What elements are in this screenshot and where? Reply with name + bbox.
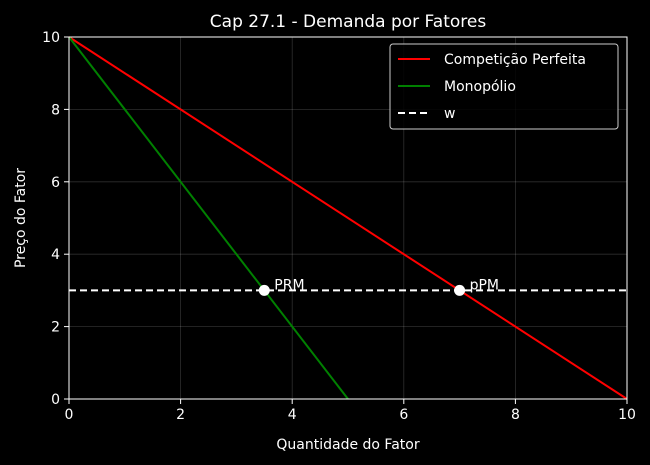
y-tick-label: 4 xyxy=(51,247,60,263)
chart-title: Cap 27.1 - Demanda por Fatores xyxy=(210,12,487,32)
series-line-2 xyxy=(68,36,349,400)
x-tick-label: 2 xyxy=(176,407,185,423)
point-marker xyxy=(258,284,270,296)
point-marker xyxy=(454,284,466,296)
legend-label: w xyxy=(444,106,455,122)
y-tick-label: 0 xyxy=(51,392,60,408)
x-tick-label: 4 xyxy=(288,407,297,423)
y-axis-label: Preço do Fator xyxy=(13,168,29,268)
series-line-1 xyxy=(68,36,628,400)
legend-label: Monopólio xyxy=(444,79,516,95)
legend: Competição Perfeita Monopólio w xyxy=(389,43,619,130)
y-tick-label: 2 xyxy=(51,320,60,336)
x-tick-label: 0 xyxy=(65,407,74,423)
y-tick-label: 10 xyxy=(42,30,60,46)
legend-label: Competição Perfeita xyxy=(444,52,586,68)
x-tick-label: 10 xyxy=(618,407,636,423)
legend-box xyxy=(389,43,619,130)
point-label: PRM xyxy=(274,277,304,293)
y-tick-label: 6 xyxy=(51,175,60,191)
point-label: pPM xyxy=(470,277,499,293)
x-tick-label: 6 xyxy=(399,407,408,423)
y-tick-label: 8 xyxy=(51,102,60,118)
plot-lines xyxy=(68,36,628,400)
annotated-points: PRM pPM xyxy=(258,277,499,296)
x-axis-label: Quantidade do Fator xyxy=(276,437,419,453)
axis-ticks: 0 2 4 6 8 10 0 2 4 6 8 10 xyxy=(42,30,636,423)
plot-frame xyxy=(68,36,628,400)
x-tick-label: 8 xyxy=(511,407,520,423)
